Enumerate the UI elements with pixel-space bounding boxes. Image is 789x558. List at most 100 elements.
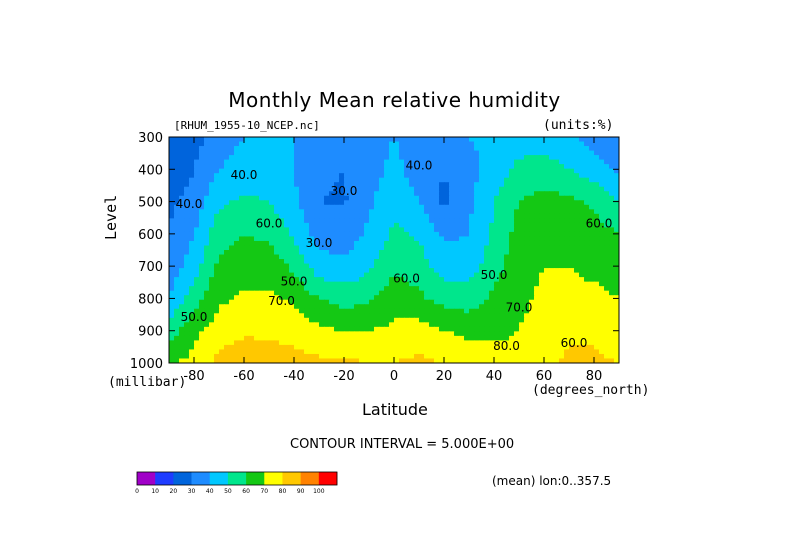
heatmap-cell [594,213,600,219]
heatmap-cell [469,209,475,215]
heatmap-cell [174,295,180,301]
heatmap-cell [429,259,435,265]
heatmap-cell [214,263,220,269]
heatmap-cell [314,209,320,215]
heatmap-cell [299,286,305,292]
heatmap-cell [224,159,230,165]
heatmap-cell [464,231,470,238]
heatmap-cell [299,304,305,310]
heatmap-cell [594,272,600,278]
heatmap-cell [319,313,325,319]
heatmap-cell [184,155,190,161]
heatmap-cell [374,222,380,228]
heatmap-cell [194,317,200,323]
heatmap-cell [609,137,615,143]
heatmap-cell [194,259,200,265]
heatmap-cell [449,349,455,355]
heatmap-cell [559,191,565,197]
heatmap-cell [304,137,310,143]
heatmap-cell [254,227,260,233]
heatmap-cell [214,141,220,147]
heatmap-cell [434,358,440,363]
heatmap-cell [279,322,285,328]
heatmap-cell [324,191,330,197]
heatmap-cell [304,236,310,242]
heatmap-cell [444,326,450,332]
heatmap-cell [219,150,225,156]
heatmap-cell [249,335,255,341]
heatmap-cell [214,308,220,314]
heatmap-cell [179,200,185,206]
heatmap-cell [454,250,460,256]
heatmap-cell [254,231,260,238]
heatmap-cell [284,236,290,242]
heatmap-cell [554,358,560,363]
heatmap-cell [499,272,505,278]
heatmap-cell [429,322,435,328]
heatmap-cell [569,240,575,247]
heatmap-cell [609,204,615,210]
heatmap-cell [249,141,255,147]
heatmap-cell [549,335,555,341]
heatmap-cell [544,200,550,206]
heatmap-cell [539,155,545,161]
heatmap-cell [324,155,330,161]
heatmap-cell [579,335,585,341]
heatmap-cell [184,150,190,156]
heatmap-cell [284,290,290,296]
heatmap-cell [279,200,285,206]
heatmap-cell [384,218,390,224]
heatmap-cell [474,236,480,242]
heatmap-cell [389,218,395,224]
heatmap-cell [599,141,605,147]
heatmap-cell [574,222,580,228]
heatmap-cell [394,177,400,183]
heatmap-cell [229,177,235,183]
heatmap-cell [204,159,210,165]
heatmap-cell [229,322,235,328]
colorbar-swatch [155,472,174,485]
heatmap-cell [389,317,395,323]
heatmap-cell [349,344,355,351]
heatmap-cell [359,295,365,301]
heatmap-cell [269,200,275,206]
heatmap-cell [309,268,315,274]
heatmap-cell [344,150,350,156]
heatmap-cell [184,218,190,224]
heatmap-cell [314,281,320,287]
heatmap-cell [424,304,430,310]
heatmap-cell [564,358,570,363]
heatmap-cell [439,286,445,292]
heatmap-cell [469,277,475,283]
heatmap-cell [339,326,345,332]
heatmap-cell [589,177,595,183]
heatmap-cell [324,290,330,296]
heatmap-cell [354,245,360,251]
heatmap-cell [509,146,515,152]
heatmap-cell [544,150,550,156]
heatmap-cell [454,204,460,210]
heatmap-cell [394,141,400,147]
heatmap-cell [594,231,600,238]
heatmap-cell [589,268,595,274]
heatmap-cell [359,340,365,346]
contour-label: 40.0 [231,168,258,182]
heatmap-cell [479,322,485,328]
heatmap-cell [244,231,250,238]
heatmap-cell [604,222,610,228]
heatmap-cell [369,358,375,363]
heatmap-cell [604,277,610,283]
heatmap-cell [169,340,175,346]
heatmap-cell [189,353,195,360]
heatmap-cell [334,168,340,174]
heatmap-cell [594,295,600,301]
heatmap-cell [184,168,190,174]
heatmap-cell [569,213,575,219]
heatmap-cell [479,290,485,296]
heatmap-cell [274,281,280,287]
heatmap-cell [524,245,530,251]
heatmap-cell [384,168,390,174]
heatmap-cell [329,150,335,156]
heatmap-cell [509,200,515,206]
heatmap-cell [289,286,295,292]
